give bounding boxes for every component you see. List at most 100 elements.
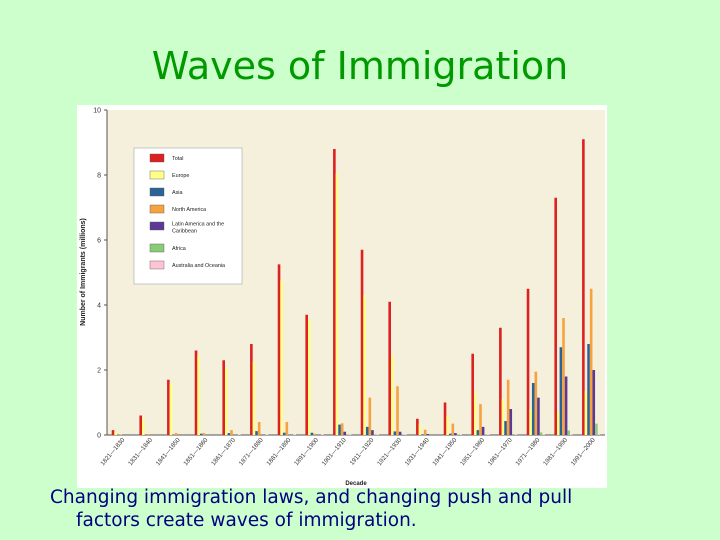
legend-label: Asia: [172, 190, 183, 196]
slide-caption: Changing immigration laws, and changing …: [50, 486, 690, 532]
bar: [557, 412, 560, 435]
bar: [454, 433, 457, 435]
bar: [423, 429, 427, 435]
bar: [371, 430, 374, 435]
legend-swatch: [149, 221, 165, 231]
x-tick-label: 1951—1960: [459, 436, 486, 467]
slide-title: Waves of Immigration: [151, 44, 569, 88]
bar: [313, 433, 316, 435]
legend-label: North America: [172, 207, 206, 213]
legend-swatch: [149, 260, 165, 270]
bar: [280, 280, 283, 435]
legend-label: Africa: [172, 246, 186, 252]
bar: [174, 433, 178, 435]
legend-label: Europe: [172, 173, 189, 179]
bar: [554, 197, 557, 435]
legend-swatch: [149, 170, 165, 180]
bar: [506, 379, 510, 435]
bar: [368, 397, 372, 435]
bar: [529, 409, 532, 435]
bar: [114, 431, 117, 435]
bar: [416, 418, 419, 435]
bar: [531, 383, 535, 435]
legend: Total Europe Asia North America Latin Americ…: [133, 147, 243, 285]
bar: [222, 360, 225, 435]
bar: [418, 423, 422, 435]
bar: [514, 434, 518, 435]
bar: [534, 371, 538, 435]
bar: [559, 347, 563, 435]
x-tick-label: 1911—1920: [349, 436, 376, 466]
y-axis-label: Number of Immigrants (millions): [80, 218, 87, 326]
bar: [265, 434, 269, 435]
bar: [202, 433, 206, 435]
bar: [305, 314, 308, 435]
bar: [293, 434, 296, 435]
bar: [338, 424, 341, 435]
caption-line-2: factors create waves of immigration.: [76, 510, 417, 531]
bar: [333, 149, 336, 435]
bar: [255, 431, 258, 435]
bar: [282, 432, 286, 435]
x-tick-label: 1821—1830: [99, 436, 126, 467]
bar: [589, 288, 593, 435]
bar: [471, 353, 474, 435]
legend-label: Total: [172, 156, 183, 162]
bar: [277, 264, 281, 435]
x-tick-label: 1921—1930: [376, 436, 403, 467]
bar: [396, 386, 399, 435]
bar: [321, 434, 324, 435]
bar: [479, 404, 482, 435]
bar: [393, 431, 397, 435]
y-tick-label: 4: [97, 303, 101, 310]
x-tick-label: 1861—1870: [210, 436, 237, 467]
bar: [504, 421, 507, 435]
legend-label: Latin America and the: [172, 222, 224, 228]
bar: [567, 430, 570, 435]
bar: [252, 361, 256, 435]
x-tick-label: 1881—1890: [265, 436, 292, 467]
bar: [142, 418, 145, 435]
bar: [285, 422, 289, 435]
x-tick-label: 1961—1970: [487, 436, 514, 467]
bar: [348, 434, 352, 435]
x-tick-label: 1901—1910: [321, 436, 348, 467]
y-tick-label: 6: [97, 238, 101, 245]
bar: [539, 432, 543, 435]
bar: [501, 399, 505, 435]
bar: [388, 301, 391, 435]
x-tick-label: 1931—1940: [404, 436, 431, 467]
bar: [421, 434, 424, 435]
bar: [257, 422, 261, 435]
x-tick-label: 1891—1900: [293, 436, 320, 467]
legend-swatch: [149, 204, 165, 214]
x-tick-label: 1831—1840: [127, 436, 154, 467]
bar: [597, 434, 601, 435]
bar: [451, 423, 455, 435]
bar: [459, 434, 462, 435]
bar: [398, 431, 402, 435]
bar: [499, 327, 502, 435]
bar: [443, 402, 447, 435]
x-tick-label: 1941—1950: [431, 436, 458, 467]
x-axis-label: Decade: [345, 481, 367, 487]
bar: [194, 350, 198, 435]
chart-container: 0 2 4 6 8 10 1821—1830 1831—1840 1841—1850 1851—…: [77, 105, 607, 488]
bar: [391, 355, 394, 435]
legend-swatch: [149, 187, 165, 197]
bar: [139, 415, 142, 435]
bar: [119, 434, 123, 435]
bar: [448, 433, 452, 435]
bar: [167, 379, 170, 435]
bar: [484, 434, 487, 435]
bar: [335, 173, 339, 435]
bar: [310, 432, 314, 435]
caption-line-1: Changing immigration laws, and changing …: [50, 487, 573, 508]
legend-label: Australia and Oceania: [172, 263, 225, 269]
y-tick-label: 8: [97, 173, 101, 180]
bar: [587, 344, 590, 435]
y-tick-label: 10: [93, 108, 101, 115]
bar: [404, 434, 407, 435]
bar: [592, 370, 596, 435]
bar: [340, 423, 344, 435]
